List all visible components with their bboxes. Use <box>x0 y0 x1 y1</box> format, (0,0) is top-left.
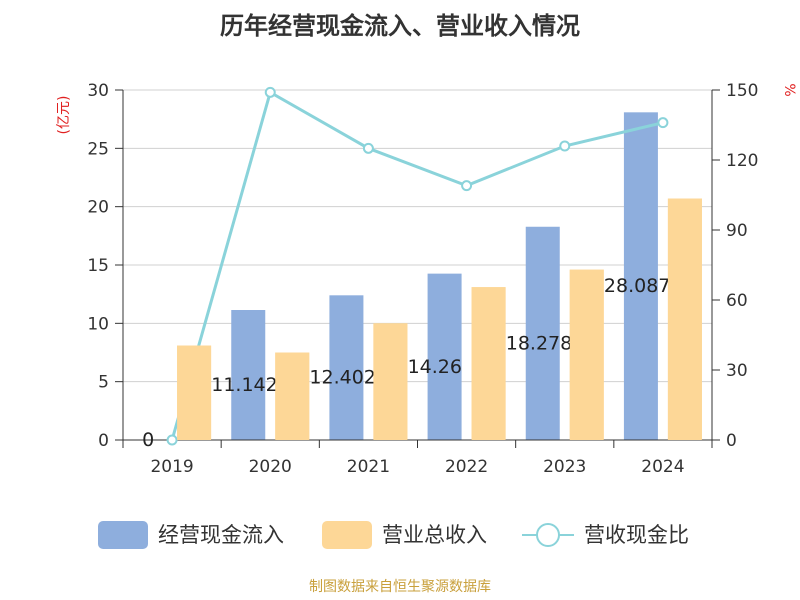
data-label-cash-inflow-2019: 0 <box>142 429 154 451</box>
ratio-point-2023 <box>559 140 571 152</box>
right-tick-label: 150 <box>726 81 758 101</box>
legend-item-0[interactable]: 经营现金流入 <box>98 521 284 549</box>
bar-cash-inflow-2022 <box>427 273 462 440</box>
ratio-point-2022 <box>461 180 473 192</box>
legend-item-1[interactable]: 营业总收入 <box>322 521 487 549</box>
legend-label: 营业总收入 <box>382 523 487 547</box>
bar-cash-inflow-2024 <box>623 112 658 441</box>
right-tick-label: 60 <box>726 291 748 311</box>
left-tick-label: 10 <box>87 314 109 334</box>
bar-revenue-overlay-2023 <box>569 269 604 440</box>
data-labels: 0 11.142 12.402 14.26 18.278 28.087 <box>142 198 702 451</box>
bar-cash-inflow-2021 <box>329 295 364 440</box>
x-tick-label: 2022 <box>445 457 488 477</box>
right-tick-label: 120 <box>726 151 758 171</box>
bar-cash-inflow-2020 <box>231 310 266 440</box>
data-label-cash-inflow-2022: 14.26 <box>408 356 462 378</box>
data-label-cash-inflow-2024: 28.087 <box>604 275 670 297</box>
x-tick-label: 2019 <box>150 457 193 477</box>
left-tick-label: 0 <box>98 431 109 451</box>
right-axis-unit: % <box>781 83 797 96</box>
x-tick-label: 2023 <box>543 457 586 477</box>
legend[interactable]: 经营现金流入 营业总收入 营收现金比 <box>98 521 689 549</box>
bar-revenue-overlay-2021 <box>373 323 408 440</box>
left-tick-label: 15 <box>87 256 109 276</box>
data-label-cash-inflow-2021: 12.402 <box>309 367 375 389</box>
bar-revenue-overlay-2024 <box>667 198 702 440</box>
bar-cash-inflow-2023 <box>525 226 560 440</box>
data-label-cash-inflow-2023: 18.278 <box>506 332 572 354</box>
left-tick-label: 25 <box>87 139 109 159</box>
bar-revenue-overlay-2020 <box>275 352 310 440</box>
ratio-point-2024 <box>657 117 669 129</box>
legend-label: 经营现金流入 <box>158 523 284 547</box>
source-note: 制图数据来自恒生聚源数据库 <box>309 579 491 595</box>
x-tick-label: 2020 <box>249 457 292 477</box>
ratio-line-path <box>170 90 664 441</box>
ratio-line <box>166 86 669 446</box>
x-tick-label: 2024 <box>641 457 684 477</box>
bar-revenue-overlay-2019 <box>177 345 212 440</box>
legend-label: 营收现金比 <box>584 523 689 547</box>
right-tick-label: 30 <box>726 361 748 381</box>
left-axis-unit: (亿元) <box>56 96 72 135</box>
ratio-point-2019 <box>166 434 178 446</box>
ratio-point-2021 <box>362 142 374 154</box>
legend-marker <box>536 523 560 547</box>
data-label-cash-inflow-2020: 11.142 <box>211 374 277 396</box>
left-tick-label: 5 <box>98 373 109 393</box>
grid-lines <box>123 89 712 383</box>
legend-swatch <box>98 521 148 549</box>
axes: 0 5 10 15 20 25 30 0 30 60 90 120 150 2019 2020 2021 202… <box>56 81 797 477</box>
chart-title: 历年经营现金流入、营业收入情况 <box>220 12 580 40</box>
right-tick-label: 90 <box>726 221 748 241</box>
left-tick-label: 30 <box>87 81 109 101</box>
x-tick-label: 2021 <box>347 457 390 477</box>
legend-item-2[interactable]: 营收现金比 <box>522 523 689 547</box>
left-tick-label: 20 <box>87 198 109 218</box>
legend-swatch <box>322 521 372 549</box>
right-tick-label: 0 <box>726 431 737 451</box>
bar-revenue-overlay-2022 <box>471 287 506 440</box>
ratio-point-2020 <box>264 86 276 98</box>
